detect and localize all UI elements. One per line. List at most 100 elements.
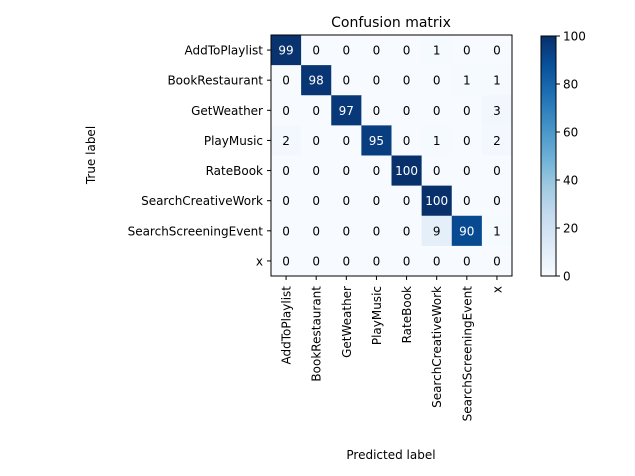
cell-value-label: 0 bbox=[312, 104, 320, 118]
heatmap-cell bbox=[391, 215, 423, 247]
heatmap-cell bbox=[391, 155, 423, 187]
y-tick-label: PlayMusic bbox=[204, 134, 263, 148]
colorbar-ticks: 0 20 40 60 80 100 bbox=[556, 30, 586, 284]
y-tick-label: SearchCreativeWork bbox=[141, 194, 263, 208]
cell-value-label: 0 bbox=[282, 194, 290, 208]
heatmap-cell bbox=[391, 35, 423, 66]
y-axis-ticks: AddToPlaylist BookRestaurant GetWeather Pla… bbox=[128, 44, 271, 268]
cell-value-label: 1 bbox=[433, 44, 441, 58]
colorbar-tick-label: 80 bbox=[563, 78, 578, 92]
heatmap-cell bbox=[481, 95, 513, 126]
colorbar-tick-label: 40 bbox=[563, 174, 578, 188]
x-tick-label: x bbox=[490, 286, 504, 293]
cell-value-label: 0 bbox=[403, 194, 411, 208]
heatmap-cell bbox=[481, 155, 513, 187]
heatmap-cell bbox=[451, 185, 483, 217]
x-tick-label: GetWeather bbox=[340, 286, 354, 358]
heatmap-cell bbox=[331, 125, 362, 156]
cell-value-label: 0 bbox=[282, 254, 290, 268]
colorbar-tick-label: 0 bbox=[563, 270, 571, 284]
heatmap-cell bbox=[331, 215, 362, 247]
heatmap-cell bbox=[481, 65, 513, 96]
cell-value-label: 0 bbox=[433, 164, 441, 178]
cell-value-label: 0 bbox=[282, 104, 290, 118]
cell-value-label: 3 bbox=[493, 104, 501, 118]
cell-value-label: 98 bbox=[309, 74, 324, 88]
y-tick-label: AddToPlaylist bbox=[184, 44, 263, 58]
heatmap-cell bbox=[451, 65, 483, 96]
cell-value-label: 0 bbox=[403, 254, 411, 268]
cell-value-label: 0 bbox=[493, 164, 501, 178]
heatmap-cell bbox=[271, 245, 302, 277]
colorbar-tick-label: 20 bbox=[563, 222, 578, 236]
heatmap-cell bbox=[301, 125, 332, 156]
heatmap-cell bbox=[391, 185, 423, 217]
cell-value-label: 0 bbox=[463, 164, 471, 178]
cell-value-label: 0 bbox=[373, 224, 381, 238]
heatmap-cell bbox=[451, 95, 483, 126]
cell-value-label: 0 bbox=[342, 134, 350, 148]
heatmap-cell bbox=[301, 185, 332, 217]
heatmap-cell bbox=[421, 65, 453, 96]
cell-value-label: 0 bbox=[373, 164, 381, 178]
cell-value-label: 0 bbox=[433, 104, 441, 118]
cell-value-label: 100 bbox=[425, 194, 448, 208]
cell-value-label: 0 bbox=[342, 44, 350, 58]
cell-value-label: 0 bbox=[342, 74, 350, 88]
cell-value-label: 0 bbox=[312, 194, 320, 208]
x-tick-label: AddToPlaylist bbox=[280, 286, 294, 365]
heatmap-cell bbox=[451, 245, 483, 277]
heatmap-cell bbox=[301, 245, 332, 277]
y-tick-label: x bbox=[256, 254, 263, 268]
x-tick-label: SearchScreeningEvent bbox=[460, 286, 474, 422]
heatmap-cell bbox=[391, 95, 423, 126]
heatmap-cell bbox=[301, 95, 332, 126]
heatmap-cell bbox=[421, 155, 453, 187]
cell-value-label: 0 bbox=[373, 104, 381, 118]
cell-value-label: 0 bbox=[403, 44, 411, 58]
heatmap-cell bbox=[481, 185, 513, 217]
cell-value-label: 100 bbox=[395, 164, 418, 178]
cell-value-label: 0 bbox=[282, 224, 290, 238]
cell-value-label: 0 bbox=[342, 254, 350, 268]
y-tick-label: GetWeather bbox=[191, 104, 263, 118]
cell-value-label: 0 bbox=[312, 44, 320, 58]
x-axis-label: Predicted label bbox=[346, 448, 435, 462]
heatmap-cell bbox=[451, 215, 483, 247]
cell-value-label: 0 bbox=[282, 164, 290, 178]
y-axis-label: True label bbox=[84, 126, 98, 185]
cell-value-label: 0 bbox=[312, 134, 320, 148]
heatmap-cell bbox=[331, 185, 362, 217]
heatmap-cell bbox=[271, 65, 302, 96]
heatmap-cell bbox=[301, 35, 332, 66]
heatmap-cell bbox=[481, 215, 513, 247]
cell-value-label: 0 bbox=[493, 194, 501, 208]
cell-value-label: 0 bbox=[312, 254, 320, 268]
x-axis-ticks: AddToPlaylist BookRestaurant GetWeather Pla… bbox=[280, 276, 504, 422]
heatmap-cell bbox=[271, 35, 302, 66]
chart-title: Confusion matrix bbox=[331, 15, 451, 31]
cell-value-label: 0 bbox=[342, 164, 350, 178]
cell-value-label: 0 bbox=[373, 194, 381, 208]
cell-value-label: 0 bbox=[403, 224, 411, 238]
cell-value-label: 0 bbox=[463, 194, 471, 208]
heatmap-cell bbox=[331, 65, 362, 96]
heatmap-cell bbox=[361, 245, 392, 277]
cell-value-label: 0 bbox=[373, 254, 381, 268]
cell-value-label: 0 bbox=[463, 44, 471, 58]
cell-value-label: 0 bbox=[463, 134, 471, 148]
x-tick-label: RateBook bbox=[400, 286, 414, 343]
cell-value-label: 0 bbox=[403, 104, 411, 118]
heatmap-cell bbox=[331, 95, 362, 126]
heatmap-cell bbox=[271, 95, 302, 126]
heatmap-cells bbox=[271, 35, 513, 277]
heatmap-cell bbox=[361, 125, 392, 156]
heatmap-cell bbox=[451, 125, 483, 156]
cell-value-label: 2 bbox=[282, 134, 290, 148]
heatmap-cell bbox=[271, 125, 302, 156]
heatmap-cell bbox=[301, 155, 332, 187]
heatmap-cell bbox=[421, 125, 453, 156]
y-tick-label: BookRestaurant bbox=[167, 74, 263, 88]
colorbar-tick-label: 60 bbox=[563, 126, 578, 140]
